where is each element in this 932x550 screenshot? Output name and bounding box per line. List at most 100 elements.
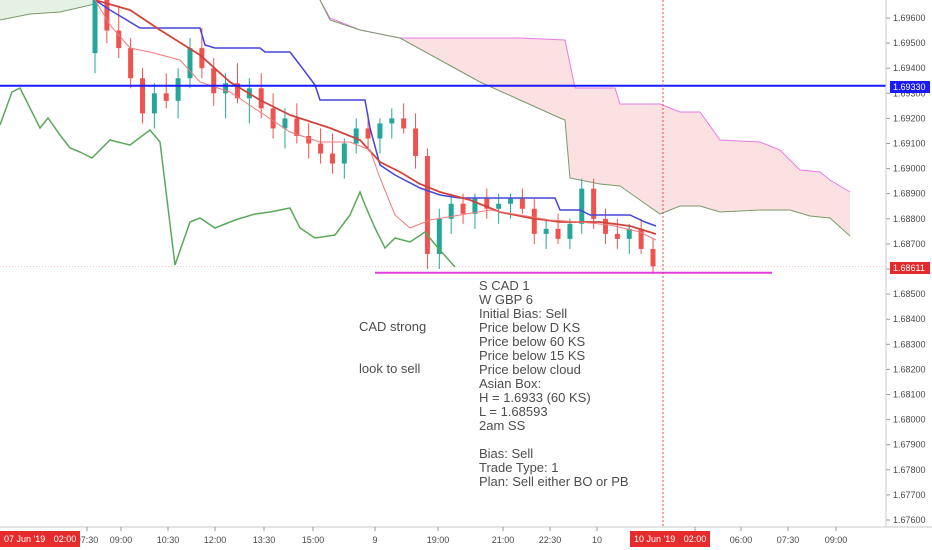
price-tick-label: 1.68100 [893,390,926,400]
note-line: H = 1.6933 (60 KS) [479,390,591,405]
price-tick-label: 1.68000 [893,415,926,425]
candle-body [638,228,644,249]
candle-body [567,223,573,239]
note-line: CAD strong [359,319,427,334]
candle-body [389,118,395,124]
candle-body [306,135,312,144]
candle-body [543,228,549,234]
price-tick-label: 1.69000 [893,164,926,174]
candle-body [282,118,288,129]
cloud-span-left [0,3,96,21]
candle-body [294,118,300,136]
time-tick-label: 22:30 [539,535,562,545]
price-tick-label: 1.68200 [893,364,926,374]
note-line: Trade Type: 1 [479,460,559,475]
note-line: W GBP 6 [479,292,533,307]
note-line: look to sell [359,361,421,376]
price-tick-label: 1.68900 [893,189,926,199]
candle-body [377,123,383,139]
left-note: CAD strong look to sell [359,292,426,404]
candle-body [187,48,193,79]
current-price-tag: 1.68611 [890,262,930,274]
candle-body [318,143,324,154]
candle-body [591,188,597,219]
price-tick-label: 1.68400 [893,314,926,324]
candle-body [531,208,537,234]
price-tick-label: 1.68800 [893,214,926,224]
note-line [479,433,629,447]
candle-body [270,108,276,129]
price-tick-label: 1.67800 [893,465,926,475]
candle-body [519,198,525,209]
time-tick-label: 07:30 [76,535,99,545]
candle-body [329,153,335,164]
time-tick-label: 10 [592,535,602,545]
candle-body [626,228,632,239]
price-tick-label: 1.69600 [893,13,926,23]
kijun-line [94,0,657,227]
time-tick-label: 09:00 [110,535,133,545]
price-tick-label: 1.67600 [893,515,926,525]
candle-body [258,88,264,109]
candle-body [436,218,442,254]
note-line: Bias: Sell [479,446,534,461]
price-tick-label: 1.68300 [893,339,926,349]
start-date: 07 Jun '19 [4,534,46,544]
time-tick-label: 15:00 [302,535,325,545]
blue-line-price-tag: 1.69330 [890,81,930,93]
note-line: 2am SS [479,418,526,433]
lagging-span [0,86,456,268]
start-time: 02:00 [53,534,77,544]
candle-body [234,83,240,99]
end-date-tag: 10 Jun '19 02:00 [630,531,711,547]
note-line: Plan: Sell either BO or PB [479,474,629,489]
price-tick-label: 1.68500 [893,289,926,299]
start-date-tag: 07 Jun '19 02:00 [0,531,81,547]
candle-body [211,68,217,94]
candle-body [199,48,205,69]
candle-body [104,0,110,31]
time-tick-label: 09:00 [825,535,848,545]
ichimoku-cloud [320,0,850,236]
candle-body [603,218,609,234]
price-tick-label: 1.69300 [893,88,926,98]
note-line: Initial Bias: Sell [479,306,568,321]
candle-body [484,198,490,209]
price-tick-label: 1.69100 [893,139,926,149]
note-line: Price below 60 KS [479,334,586,349]
note-line: Asian Box: [479,376,542,391]
candle-body [116,30,122,49]
candle-body [92,0,98,54]
candle-body [508,198,514,204]
candle-body [579,188,585,224]
candle-body [128,48,134,79]
note-line: Price below cloud [479,362,581,377]
candle-body [401,118,407,129]
price-tick-label: 1.67700 [893,490,926,500]
time-tick-label: 21:00 [492,535,515,545]
note-line: L = 1.68593 [479,404,548,419]
price-tick-label: 1.68700 [893,239,926,249]
tenkan-line [94,0,657,241]
candle-body [413,128,419,157]
candle-body [472,198,478,214]
time-tick-label: 13:30 [253,535,276,545]
candle-body [175,78,181,101]
price-tick-label: 1.69200 [893,113,926,123]
candle-body [353,128,359,144]
note-line: Price below 15 KS [479,348,586,363]
end-time: 02:00 [683,534,707,544]
time-tick-label: 10:30 [157,535,180,545]
note-line: Price below D KS [479,320,581,335]
candle-body [448,203,454,219]
candle-body [496,203,502,209]
candle-body [614,233,620,239]
price-tick-label: 1.69500 [893,38,926,48]
cloud-span-a [319,0,851,193]
candle-body [139,78,145,114]
time-tick-label: 07:30 [777,535,800,545]
time-tick-label: 12:00 [204,535,227,545]
candle-body [341,143,347,164]
